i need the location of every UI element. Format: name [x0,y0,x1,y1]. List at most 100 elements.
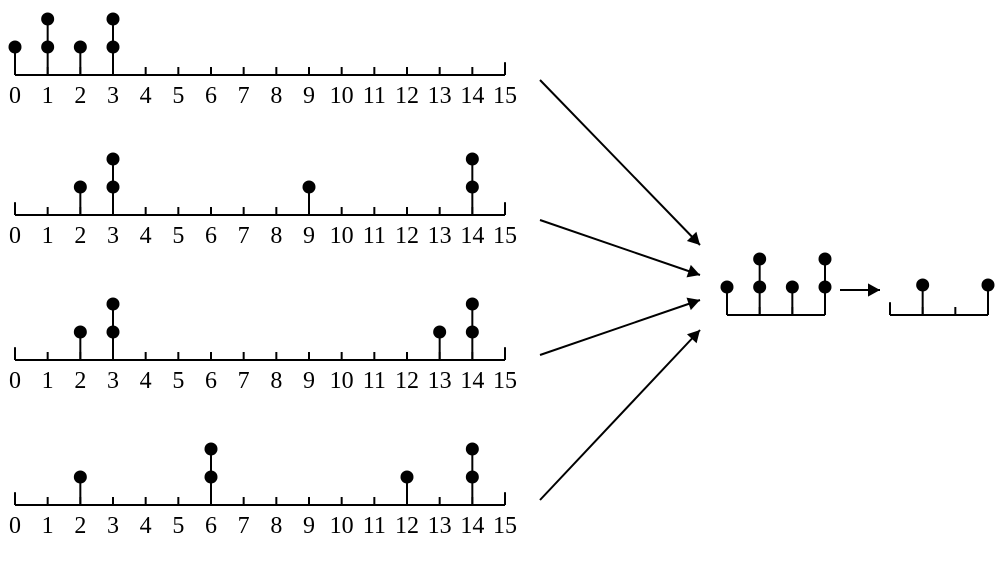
axis-label: 11 [363,368,386,394]
diagram-canvas: 0123456789101112131415012345678910111213… [0,0,1000,577]
axis-label: 4 [140,513,152,539]
stem-dot [466,153,479,166]
axis-label: 9 [303,223,315,249]
stem-dot [74,181,87,194]
axis-label: 9 [303,83,315,109]
axis-label: 2 [74,83,86,109]
axis-label: 13 [428,83,452,109]
axis-label: 7 [238,223,250,249]
stem-dot [107,298,120,311]
axis-label: 12 [395,513,419,539]
axis-label: 10 [330,223,354,249]
stem-dot [205,471,218,484]
axis-label: 1 [42,83,54,109]
axis-label: 0 [9,83,21,109]
stem-dot [819,253,832,266]
arrow-line [540,300,700,355]
axis-label: 13 [428,368,452,394]
axis-label: 10 [330,83,354,109]
axis-label: 8 [270,368,282,394]
axis-label: 11 [363,83,386,109]
axis-label: 10 [330,513,354,539]
arrow-line [540,330,700,500]
axis-label: 0 [9,513,21,539]
stem-dot [466,181,479,194]
axis-label: 1 [42,223,54,249]
axis-label: 3 [107,83,119,109]
axis-label: 8 [270,513,282,539]
stem-dot [205,443,218,456]
stem-dot [9,41,22,54]
stem-dot [107,41,120,54]
axis-label: 14 [460,368,484,394]
axis-label: 2 [74,223,86,249]
axis-label: 14 [460,513,484,539]
axis-label: 8 [270,83,282,109]
stem-dot [74,471,87,484]
axis-label: 14 [460,83,484,109]
stem-dot [107,181,120,194]
stem-dot [433,326,446,339]
axis-label: 4 [140,368,152,394]
axis-label: 3 [107,223,119,249]
axis-label: 1 [42,513,54,539]
arrow-line [540,80,700,245]
axis-label: 11 [363,223,386,249]
axis-label: 6 [205,513,217,539]
axis-label: 4 [140,223,152,249]
axis-label: 15 [493,223,517,249]
stem-dot [753,281,766,294]
stem-dot [916,279,929,292]
axis-label: 15 [493,368,517,394]
axis-label: 15 [493,83,517,109]
stem-dot [303,181,316,194]
axis-label: 3 [107,368,119,394]
axis-label: 9 [303,513,315,539]
axis-label: 7 [238,83,250,109]
stem-dot [107,153,120,166]
axis-label: 13 [428,223,452,249]
axis-label: 5 [172,223,184,249]
stem-dot [721,281,734,294]
axis-label: 2 [74,513,86,539]
stem-dot [41,41,54,54]
axis-label: 6 [205,83,217,109]
axis-label: 10 [330,368,354,394]
axis-label: 7 [238,513,250,539]
arrow-head-icon [868,283,880,296]
axis-label: 5 [172,368,184,394]
stem-dot [74,326,87,339]
axis-label: 0 [9,223,21,249]
axis-label: 0 [9,368,21,394]
stem-dot [466,443,479,456]
axis-label: 7 [238,368,250,394]
axis-label: 4 [140,83,152,109]
stem-dot [982,279,995,292]
stem-dot [786,281,799,294]
stem-dot [466,471,479,484]
axis-label: 13 [428,513,452,539]
axis-label: 12 [395,368,419,394]
axis-label: 5 [172,513,184,539]
axis-label: 15 [493,513,517,539]
stem-dot [107,326,120,339]
axis-label: 12 [395,223,419,249]
stem-dot [466,298,479,311]
stem-dot [74,41,87,54]
stem-dot [41,13,54,26]
axis-label: 12 [395,83,419,109]
axis-label: 14 [460,223,484,249]
axis-label: 9 [303,368,315,394]
axis-label: 2 [74,368,86,394]
axis-label: 8 [270,223,282,249]
axis-label: 6 [205,368,217,394]
stem-dot [107,13,120,26]
stem-dot [753,253,766,266]
stem-dot [401,471,414,484]
axis-label: 3 [107,513,119,539]
stem-dot [466,326,479,339]
axis-label: 5 [172,83,184,109]
stem-dot [819,281,832,294]
axis-label: 6 [205,223,217,249]
axis-label: 1 [42,368,54,394]
